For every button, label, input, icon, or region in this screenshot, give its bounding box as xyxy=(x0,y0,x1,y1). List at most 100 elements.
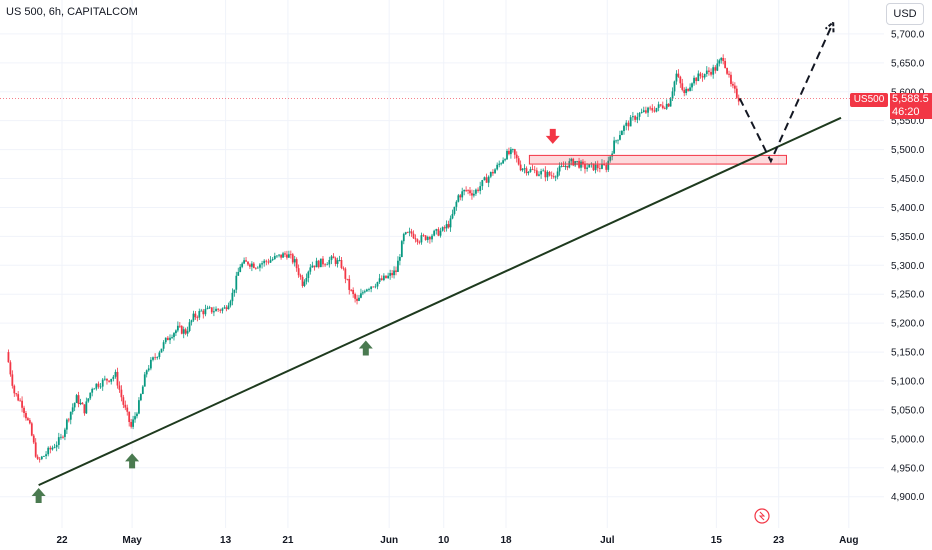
candle-body xyxy=(708,70,710,72)
candle-body xyxy=(439,230,442,236)
candle-body xyxy=(219,309,222,311)
candle-body xyxy=(166,337,169,341)
candle-body xyxy=(424,235,427,240)
candle-body xyxy=(208,307,211,309)
up-arrow-icon xyxy=(31,488,46,504)
candle-body xyxy=(548,171,551,176)
candle-body xyxy=(229,301,232,306)
candle-body xyxy=(190,320,193,323)
candle-body xyxy=(259,264,261,268)
candle-body xyxy=(361,292,364,294)
candle-body xyxy=(116,371,119,386)
candle-body xyxy=(89,392,92,399)
candle-body xyxy=(410,231,413,234)
candle-body xyxy=(737,97,740,102)
candle-body xyxy=(196,317,199,319)
candle-body xyxy=(77,395,80,405)
candle-body xyxy=(627,122,630,127)
candle-body xyxy=(287,254,290,258)
candle-body xyxy=(521,168,524,171)
candle-body xyxy=(576,161,579,162)
candle-body xyxy=(64,429,66,437)
candle-body xyxy=(395,270,397,272)
candle-body xyxy=(245,260,247,262)
candle-body xyxy=(282,253,284,258)
candle-body xyxy=(162,342,165,349)
candle-body xyxy=(531,169,534,170)
candle-body xyxy=(441,227,444,231)
candle-body xyxy=(453,206,456,214)
candle-body xyxy=(494,169,496,174)
candle-body xyxy=(263,260,266,264)
candle-body xyxy=(233,289,236,293)
candle-body xyxy=(178,325,181,327)
candle-body xyxy=(69,411,72,420)
candle-body xyxy=(613,140,616,154)
candle-body xyxy=(504,159,506,161)
candle-body xyxy=(669,98,672,107)
candle-body xyxy=(580,161,582,168)
candle-body xyxy=(535,170,538,176)
candle-body xyxy=(477,189,479,191)
candle-body xyxy=(659,104,662,106)
candle-body xyxy=(634,116,637,120)
candle-body xyxy=(328,260,331,265)
currency-button[interactable]: USD xyxy=(886,3,924,25)
candle-body xyxy=(485,177,488,183)
candle-body xyxy=(538,174,540,176)
candle-body xyxy=(278,254,280,256)
candle-body xyxy=(149,359,152,369)
candle-body xyxy=(305,277,308,282)
candle-body xyxy=(598,168,601,169)
candle-body xyxy=(67,419,70,421)
candle-body xyxy=(175,330,177,334)
candle-body xyxy=(465,189,468,191)
candle-body xyxy=(398,257,401,261)
candle-body xyxy=(171,337,173,338)
candle-body xyxy=(461,191,464,198)
candle-body xyxy=(574,161,577,166)
candle-body xyxy=(180,326,183,334)
candle-body xyxy=(75,395,78,403)
candle-body xyxy=(552,176,555,178)
candle-body xyxy=(173,333,175,338)
candle-body xyxy=(176,325,179,331)
candle-body xyxy=(449,218,452,228)
candle-body xyxy=(542,170,545,172)
candle-body xyxy=(615,140,617,142)
candle-body xyxy=(110,378,113,382)
candle-body xyxy=(338,260,341,261)
candle-body xyxy=(382,275,385,281)
candle-body xyxy=(348,279,351,290)
candle-body xyxy=(397,260,399,272)
candle-body xyxy=(667,103,670,107)
candle-body xyxy=(130,421,133,427)
candle-body xyxy=(663,108,666,109)
candle-body xyxy=(391,273,394,276)
x-tick-label: 22 xyxy=(56,535,68,546)
candle-body xyxy=(47,447,50,455)
candle-body xyxy=(376,282,379,287)
candle-body xyxy=(556,171,559,177)
candle-body xyxy=(336,260,339,264)
y-tick-label: 5,550.0 xyxy=(891,116,925,127)
last-price: 5,588.5 xyxy=(892,93,929,105)
candle-body xyxy=(640,112,643,114)
y-tick-label: 5,350.0 xyxy=(891,232,925,243)
candle-body xyxy=(358,297,360,301)
candle-body xyxy=(9,362,12,375)
candle-body xyxy=(380,278,383,281)
candle-body xyxy=(7,352,10,363)
candle-body xyxy=(311,265,314,268)
candle-body xyxy=(237,271,240,276)
candle-body xyxy=(182,329,185,334)
candle-body xyxy=(95,383,98,389)
candle-body xyxy=(714,67,717,71)
candle-body xyxy=(293,259,296,263)
candle-body xyxy=(629,117,632,127)
candle-body xyxy=(200,310,203,312)
candle-body xyxy=(267,261,270,263)
candle-body xyxy=(657,104,660,108)
candle-body xyxy=(295,259,298,269)
